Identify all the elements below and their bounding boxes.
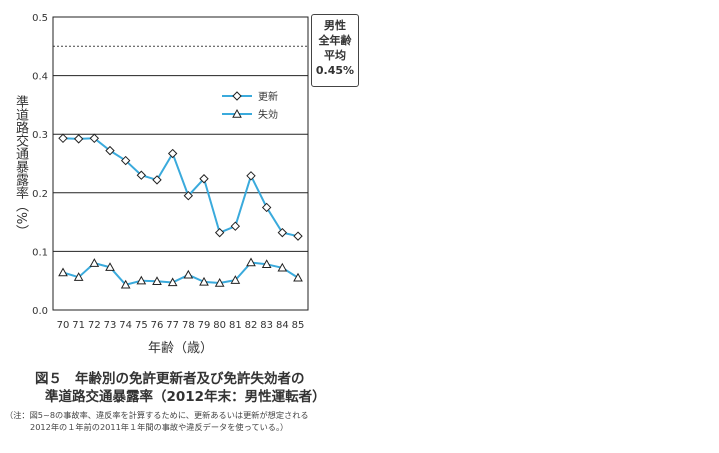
series-line-1 bbox=[62, 137, 299, 238]
x-tick-label: 78 bbox=[182, 320, 195, 331]
legend-label: 更新 bbox=[258, 90, 278, 103]
figure-caption: 図５ 年齢別の免許更新者及び免許失効者の 準道路交通暴露率（2012年末：男性運転… bbox=[35, 370, 326, 406]
x-tick-label: 82 bbox=[245, 320, 258, 331]
x-tick-label: 79 bbox=[198, 320, 211, 331]
data-point-diamond bbox=[89, 133, 100, 144]
data-point-diamond bbox=[261, 202, 272, 213]
data-point-diamond bbox=[58, 133, 68, 144]
x-tick-label: 77 bbox=[166, 320, 179, 331]
data-point-triangle bbox=[183, 269, 194, 279]
data-point-diamond bbox=[277, 227, 288, 238]
data-point-triangle bbox=[136, 275, 147, 285]
data-point-triangle bbox=[105, 262, 115, 271]
figure-note: （注：図5~8の事故率、違反率を計算するために、更新あるいは更新が想定される 2… bbox=[5, 409, 309, 433]
y-tick-label: 0.3 bbox=[32, 130, 48, 141]
data-point-triangle bbox=[214, 278, 225, 287]
x-tick-label: 74 bbox=[119, 320, 132, 331]
data-point-triangle bbox=[246, 257, 256, 267]
x-tick-label: 81 bbox=[229, 320, 242, 331]
y-tick-label: 0.1 bbox=[32, 247, 48, 258]
note-line1: （注：図5~8の事故率、違反率を計算するために、更新あるいは更新が想定される bbox=[5, 410, 309, 420]
legend-label: 失効 bbox=[258, 108, 278, 121]
x-tick-label: 80 bbox=[213, 320, 226, 331]
data-point-diamond bbox=[246, 171, 256, 181]
data-point-triangle bbox=[89, 258, 100, 267]
x-tick-label: 71 bbox=[72, 320, 85, 331]
y-axis-title: 準道路交通暴露率（%） bbox=[13, 95, 28, 238]
reference-label-box: 男性 全年齢 平均 0.45% bbox=[311, 14, 359, 87]
reference-label-line: 平均 bbox=[324, 49, 346, 62]
y-tick-label: 0.5 bbox=[32, 13, 48, 24]
data-point-triangle bbox=[277, 262, 288, 272]
data-point-triangle bbox=[73, 272, 84, 281]
series-line-2 bbox=[62, 261, 299, 286]
data-point-diamond bbox=[105, 145, 115, 156]
figure-title-line1: 年齢別の免許更新者及び免許失効者の bbox=[75, 371, 305, 387]
legend-marker-diamond bbox=[232, 91, 242, 101]
legend-marker-triangle bbox=[232, 108, 242, 118]
data-point-triangle bbox=[230, 275, 241, 284]
x-axis-title: 年齢（歳） bbox=[148, 341, 213, 356]
y-tick-label: 0.0 bbox=[32, 306, 48, 317]
data-point-diamond bbox=[120, 155, 131, 166]
x-tick-label: 75 bbox=[135, 320, 148, 331]
data-point-diamond bbox=[167, 148, 178, 159]
data-point-triangle bbox=[167, 277, 178, 287]
data-point-triangle bbox=[152, 276, 162, 285]
y-tick-label: 0.4 bbox=[32, 72, 48, 83]
reference-label-line: 男性 bbox=[324, 19, 346, 32]
data-point-diamond bbox=[152, 175, 162, 185]
data-point-diamond bbox=[73, 134, 84, 144]
x-tick-label: 73 bbox=[104, 320, 117, 331]
x-tick-label: 83 bbox=[260, 320, 273, 331]
data-point-triangle bbox=[293, 272, 303, 282]
x-tick-label: 70 bbox=[57, 320, 70, 331]
x-tick-label: 72 bbox=[88, 320, 101, 331]
data-point-diamond bbox=[199, 174, 209, 184]
data-point-diamond bbox=[230, 221, 241, 231]
data-point-triangle bbox=[120, 279, 131, 289]
data-point-triangle bbox=[199, 276, 209, 286]
data-point-diamond bbox=[183, 191, 194, 201]
x-tick-label: 85 bbox=[292, 320, 305, 331]
x-tick-label: 76 bbox=[151, 320, 164, 331]
x-tick-label: 84 bbox=[276, 320, 289, 331]
plot-frame bbox=[52, 16, 309, 311]
y-tick-label: 0.2 bbox=[32, 189, 48, 200]
data-point-triangle bbox=[58, 267, 68, 277]
note-line2: 2012年の１年前の2011年１年間の事故や違反データを使っている。） bbox=[30, 422, 289, 432]
data-point-diamond bbox=[136, 170, 147, 180]
data-point-diamond bbox=[214, 227, 225, 238]
figure-title-line2: 準道路交通暴露率（2012年末：男性運転者） bbox=[45, 389, 326, 405]
data-point-triangle bbox=[261, 259, 272, 268]
data-point-diamond bbox=[293, 231, 303, 241]
reference-label-line: 全年齢 bbox=[318, 34, 352, 47]
figure-number: 図５ bbox=[35, 371, 62, 387]
reference-label-value: 0.45% bbox=[315, 64, 355, 77]
